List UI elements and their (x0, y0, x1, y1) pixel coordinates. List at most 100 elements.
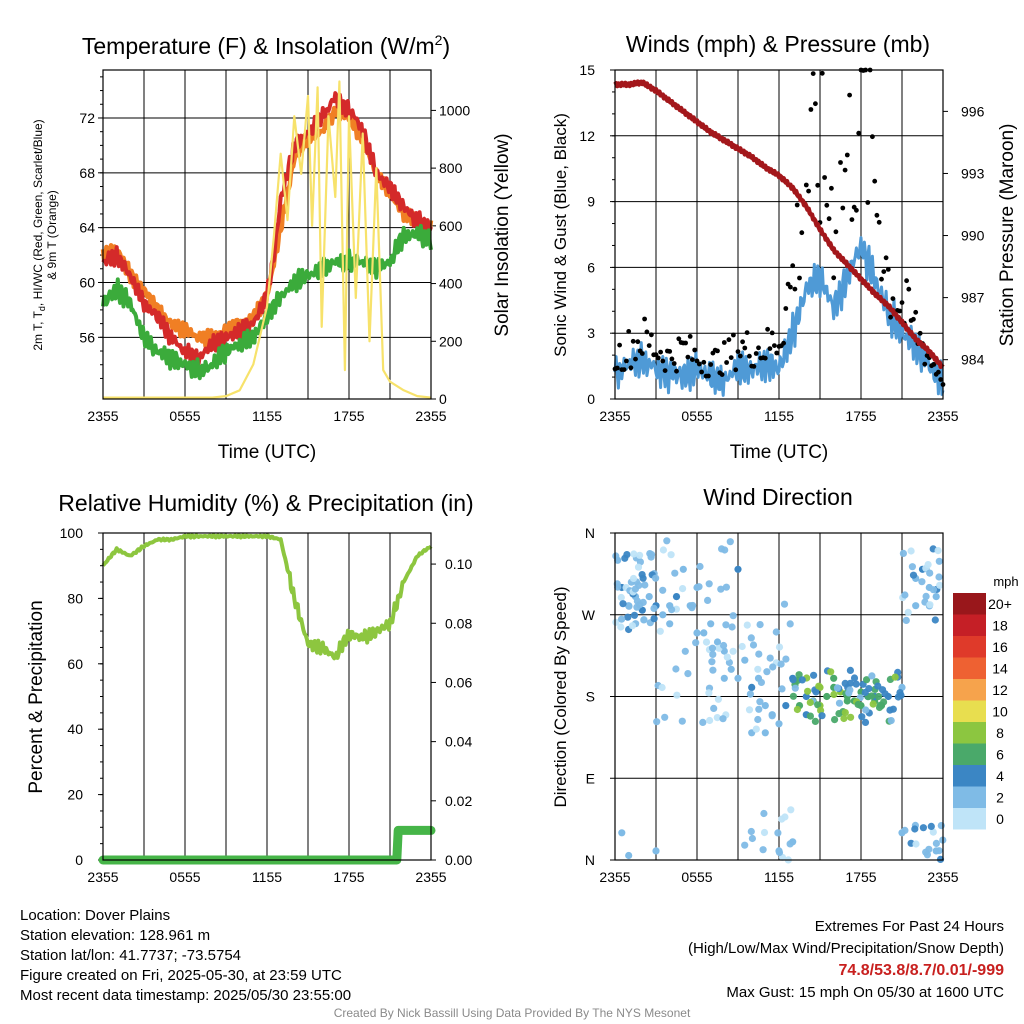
direction-point (926, 569, 934, 577)
direction-point (652, 574, 660, 582)
gust-point (872, 178, 878, 184)
direction-point (639, 574, 647, 582)
dir-chart-ytick-label: E (586, 770, 595, 786)
direction-point (841, 709, 849, 717)
direction-point (918, 578, 926, 586)
direction-point (919, 824, 928, 832)
gust-point (639, 351, 645, 356)
direction-point (640, 616, 648, 624)
winds-chart-ytick-label: 12 (579, 128, 595, 144)
direction-point (861, 718, 870, 727)
dir-chart-legend-label: 14 (992, 661, 1008, 677)
temp-chart-y2tick-label: 0 (439, 391, 447, 407)
direction-point (926, 601, 934, 609)
direction-point (760, 809, 768, 818)
direction-point (886, 706, 894, 714)
direction-point (734, 565, 742, 573)
rh-chart-y2tick-label: 0.02 (445, 793, 472, 809)
winds-chart-y2tick-label: 996 (961, 103, 985, 119)
direction-point (706, 716, 714, 725)
winds-chart-ytick-label: 6 (587, 259, 595, 275)
temp-chart-ytick-label: 60 (79, 274, 95, 290)
gust-point (922, 361, 928, 367)
direction-point (630, 550, 638, 558)
direction-point (704, 596, 712, 605)
winds-chart-series-sonic-wind (613, 236, 945, 397)
gust-point (931, 362, 937, 367)
gust-point (744, 330, 750, 335)
gust-point (628, 365, 634, 371)
direction-point (635, 581, 643, 590)
direction-point (612, 618, 620, 626)
direction-point (909, 571, 918, 579)
direction-point (659, 586, 667, 594)
direction-point (720, 641, 728, 650)
gust-point (856, 130, 862, 136)
direction-point (894, 693, 902, 701)
gust-point (822, 175, 827, 180)
dir-chart-ylabel: Direction (Colored By Speed) (551, 586, 570, 807)
rh-chart-series-relative-humidity (101, 532, 433, 661)
direction-point (755, 705, 763, 713)
direction-point (668, 606, 676, 614)
direction-point (749, 641, 758, 649)
temp-chart-ytick-label: 56 (79, 329, 95, 345)
direction-point (847, 713, 855, 721)
rh-chart-xtick-label: 1755 (333, 869, 364, 885)
direction-point (621, 554, 629, 562)
dir-chart-legend-swatch (953, 765, 986, 787)
direction-point (911, 825, 919, 833)
gust-point (769, 330, 775, 336)
gust-point (854, 207, 859, 213)
direction-point (846, 666, 855, 675)
gust-point (847, 92, 852, 98)
dir-chart-ytick-label: W (582, 607, 596, 623)
direction-point (795, 671, 803, 679)
direction-point (869, 700, 877, 708)
direction-point (804, 687, 812, 695)
temp-chart-series-solar-insolation (103, 80, 432, 399)
direction-point (935, 573, 943, 581)
direction-point (745, 706, 754, 714)
gust-point (692, 347, 698, 353)
direction-point (932, 839, 941, 848)
direction-point (667, 551, 675, 559)
direction-point (638, 606, 646, 614)
direction-point (899, 549, 908, 558)
winds-chart-xtick-label: 1755 (845, 408, 876, 424)
rh-chart-frame (102, 532, 432, 861)
gust-point (747, 353, 752, 359)
direction-point (778, 685, 786, 693)
direction-point (672, 593, 681, 601)
gust-point (874, 212, 880, 218)
station-latlon: Station lat/lon: 41.7737; -73.5754 (20, 947, 242, 964)
gust-point (888, 314, 893, 320)
rh-chart-ytick-label: 40 (67, 721, 83, 737)
direction-point (650, 604, 658, 613)
direction-point (757, 678, 766, 687)
gust-point (742, 345, 748, 351)
gust-point (621, 367, 627, 372)
figure-created: Figure created on Fri, 2025-05-30, at 23… (20, 967, 342, 984)
gust-point (829, 185, 834, 191)
gust-point (674, 368, 679, 374)
direction-point (833, 684, 842, 692)
gust-point (719, 372, 725, 377)
rh-chart-ytick-label: 80 (67, 590, 83, 606)
winds-chart-ytick-label: 15 (579, 62, 595, 78)
direction-point (772, 628, 780, 636)
gust-point (683, 340, 688, 346)
station-location: Location: Dover Plains (20, 907, 171, 924)
direction-point (673, 691, 681, 699)
dir-chart-legend-swatch (953, 743, 986, 765)
direction-point (658, 683, 666, 692)
direction-point (823, 692, 831, 701)
direction-point (769, 663, 777, 671)
gust-point (733, 367, 739, 373)
direction-point (782, 655, 790, 663)
direction-point (636, 601, 644, 609)
gust-point (788, 284, 793, 290)
direction-point (641, 581, 649, 589)
winds-chart-frame (614, 69, 944, 400)
rh-chart-ytick-label: 0 (75, 852, 83, 868)
